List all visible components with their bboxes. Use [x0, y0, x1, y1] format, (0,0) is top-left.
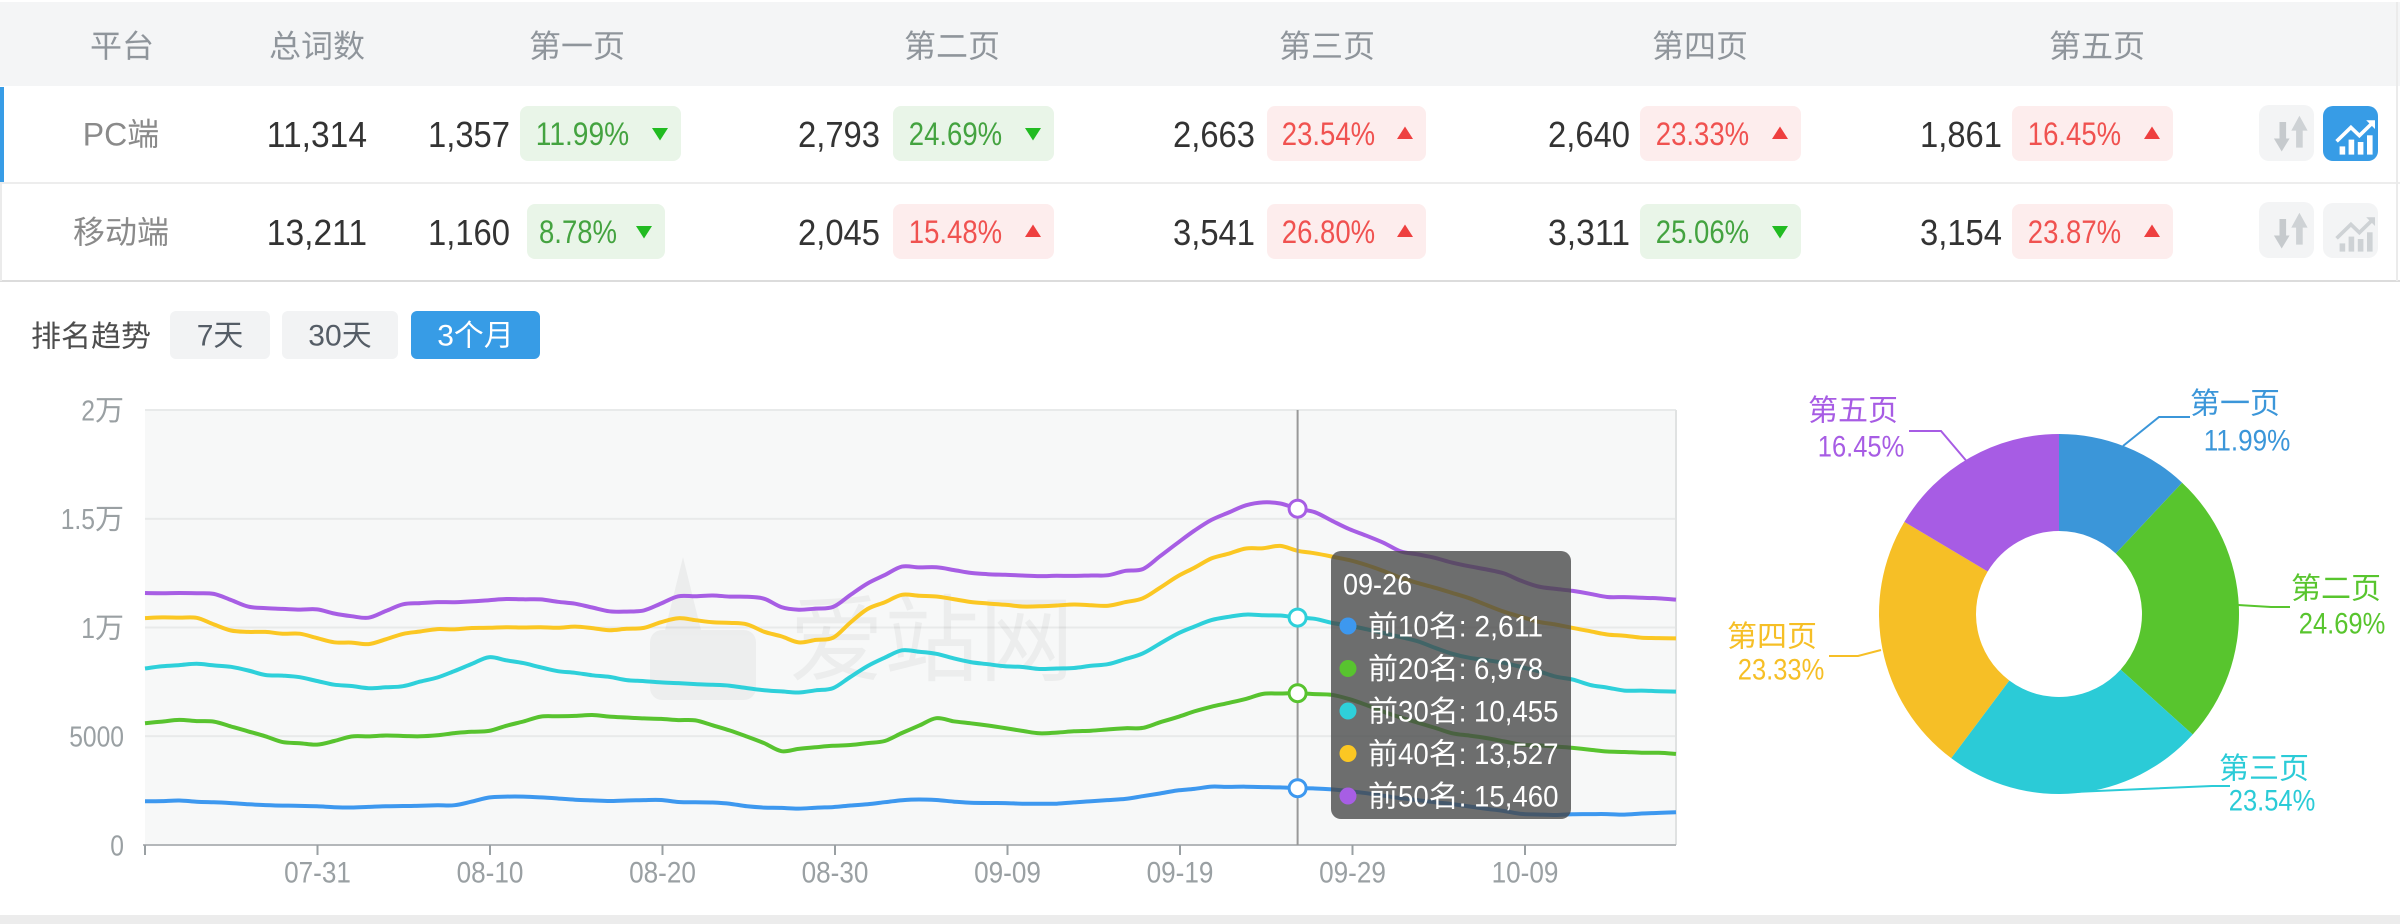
svg-text:25.06%: 25.06% — [1656, 214, 1749, 250]
svg-text:5000: 5000 — [69, 722, 124, 754]
svg-text:1,861: 1,861 — [1920, 114, 2002, 155]
svg-text:26.80%: 26.80% — [1282, 214, 1375, 250]
svg-text:09-09: 09-09 — [974, 857, 1041, 890]
svg-text:40: 40 — [1398, 738, 1429, 771]
svg-text:: 6,978: : 6,978 — [1459, 653, 1543, 686]
svg-text:2,793: 2,793 — [798, 114, 880, 155]
svg-text:23.54%: 23.54% — [1282, 116, 1375, 152]
svg-text:08-20: 08-20 — [629, 857, 696, 890]
svg-text:: 15,460: : 15,460 — [1459, 781, 1559, 814]
svg-text:2,045: 2,045 — [798, 212, 880, 253]
svg-text:: 13,527: : 13,527 — [1459, 738, 1559, 771]
svg-text:08-30: 08-30 — [802, 857, 869, 890]
svg-text:: 2,611: : 2,611 — [1459, 611, 1543, 644]
svg-text:20: 20 — [1398, 653, 1429, 686]
svg-text:7: 7 — [197, 320, 214, 353]
svg-text:0: 0 — [110, 830, 124, 862]
svg-text:1: 1 — [81, 613, 95, 645]
svg-text:08-10: 08-10 — [457, 857, 524, 890]
svg-text:1,357: 1,357 — [428, 114, 510, 155]
svg-text:16.45%: 16.45% — [1818, 431, 1905, 464]
svg-text:3,541: 3,541 — [1173, 212, 1255, 253]
svg-text:30: 30 — [308, 320, 341, 353]
svg-text:23.54%: 23.54% — [2229, 785, 2316, 818]
svg-text:16.45%: 16.45% — [2028, 116, 2121, 152]
svg-text:30: 30 — [1398, 696, 1429, 729]
svg-text:: 10,455: : 10,455 — [1459, 696, 1559, 729]
svg-text:8.78%: 8.78% — [539, 214, 617, 250]
svg-text:3: 3 — [437, 320, 454, 353]
svg-text:2,663: 2,663 — [1173, 114, 1255, 155]
svg-text:50: 50 — [1398, 781, 1429, 814]
svg-text:3,154: 3,154 — [1920, 212, 2002, 253]
svg-text:09-29: 09-29 — [1319, 857, 1386, 890]
svg-text:09-26: 09-26 — [1343, 569, 1412, 602]
svg-text:07-31: 07-31 — [284, 857, 351, 890]
svg-text:23.33%: 23.33% — [1738, 654, 1825, 687]
svg-text:2: 2 — [81, 395, 95, 427]
svg-text:09-19: 09-19 — [1147, 857, 1214, 890]
svg-text:24.69%: 24.69% — [909, 116, 1002, 152]
svg-text:3,311: 3,311 — [1548, 212, 1630, 253]
svg-text:1.5: 1.5 — [61, 504, 95, 536]
svg-text:13,211: 13,211 — [267, 212, 367, 253]
svg-text:11,314: 11,314 — [267, 114, 367, 155]
svg-text:1,160: 1,160 — [428, 212, 510, 253]
svg-text:10: 10 — [1398, 611, 1429, 644]
svg-text:24.69%: 24.69% — [2299, 608, 2386, 641]
svg-text:10-09: 10-09 — [1492, 857, 1559, 890]
svg-text:15.48%: 15.48% — [909, 214, 1002, 250]
svg-text:23.33%: 23.33% — [1656, 116, 1749, 152]
svg-text:2,640: 2,640 — [1548, 114, 1630, 155]
svg-text:11.99%: 11.99% — [2204, 425, 2291, 458]
svg-text:23.87%: 23.87% — [2028, 214, 2121, 250]
svg-text:PC: PC — [83, 116, 127, 152]
svg-text:11.99%: 11.99% — [536, 116, 629, 152]
